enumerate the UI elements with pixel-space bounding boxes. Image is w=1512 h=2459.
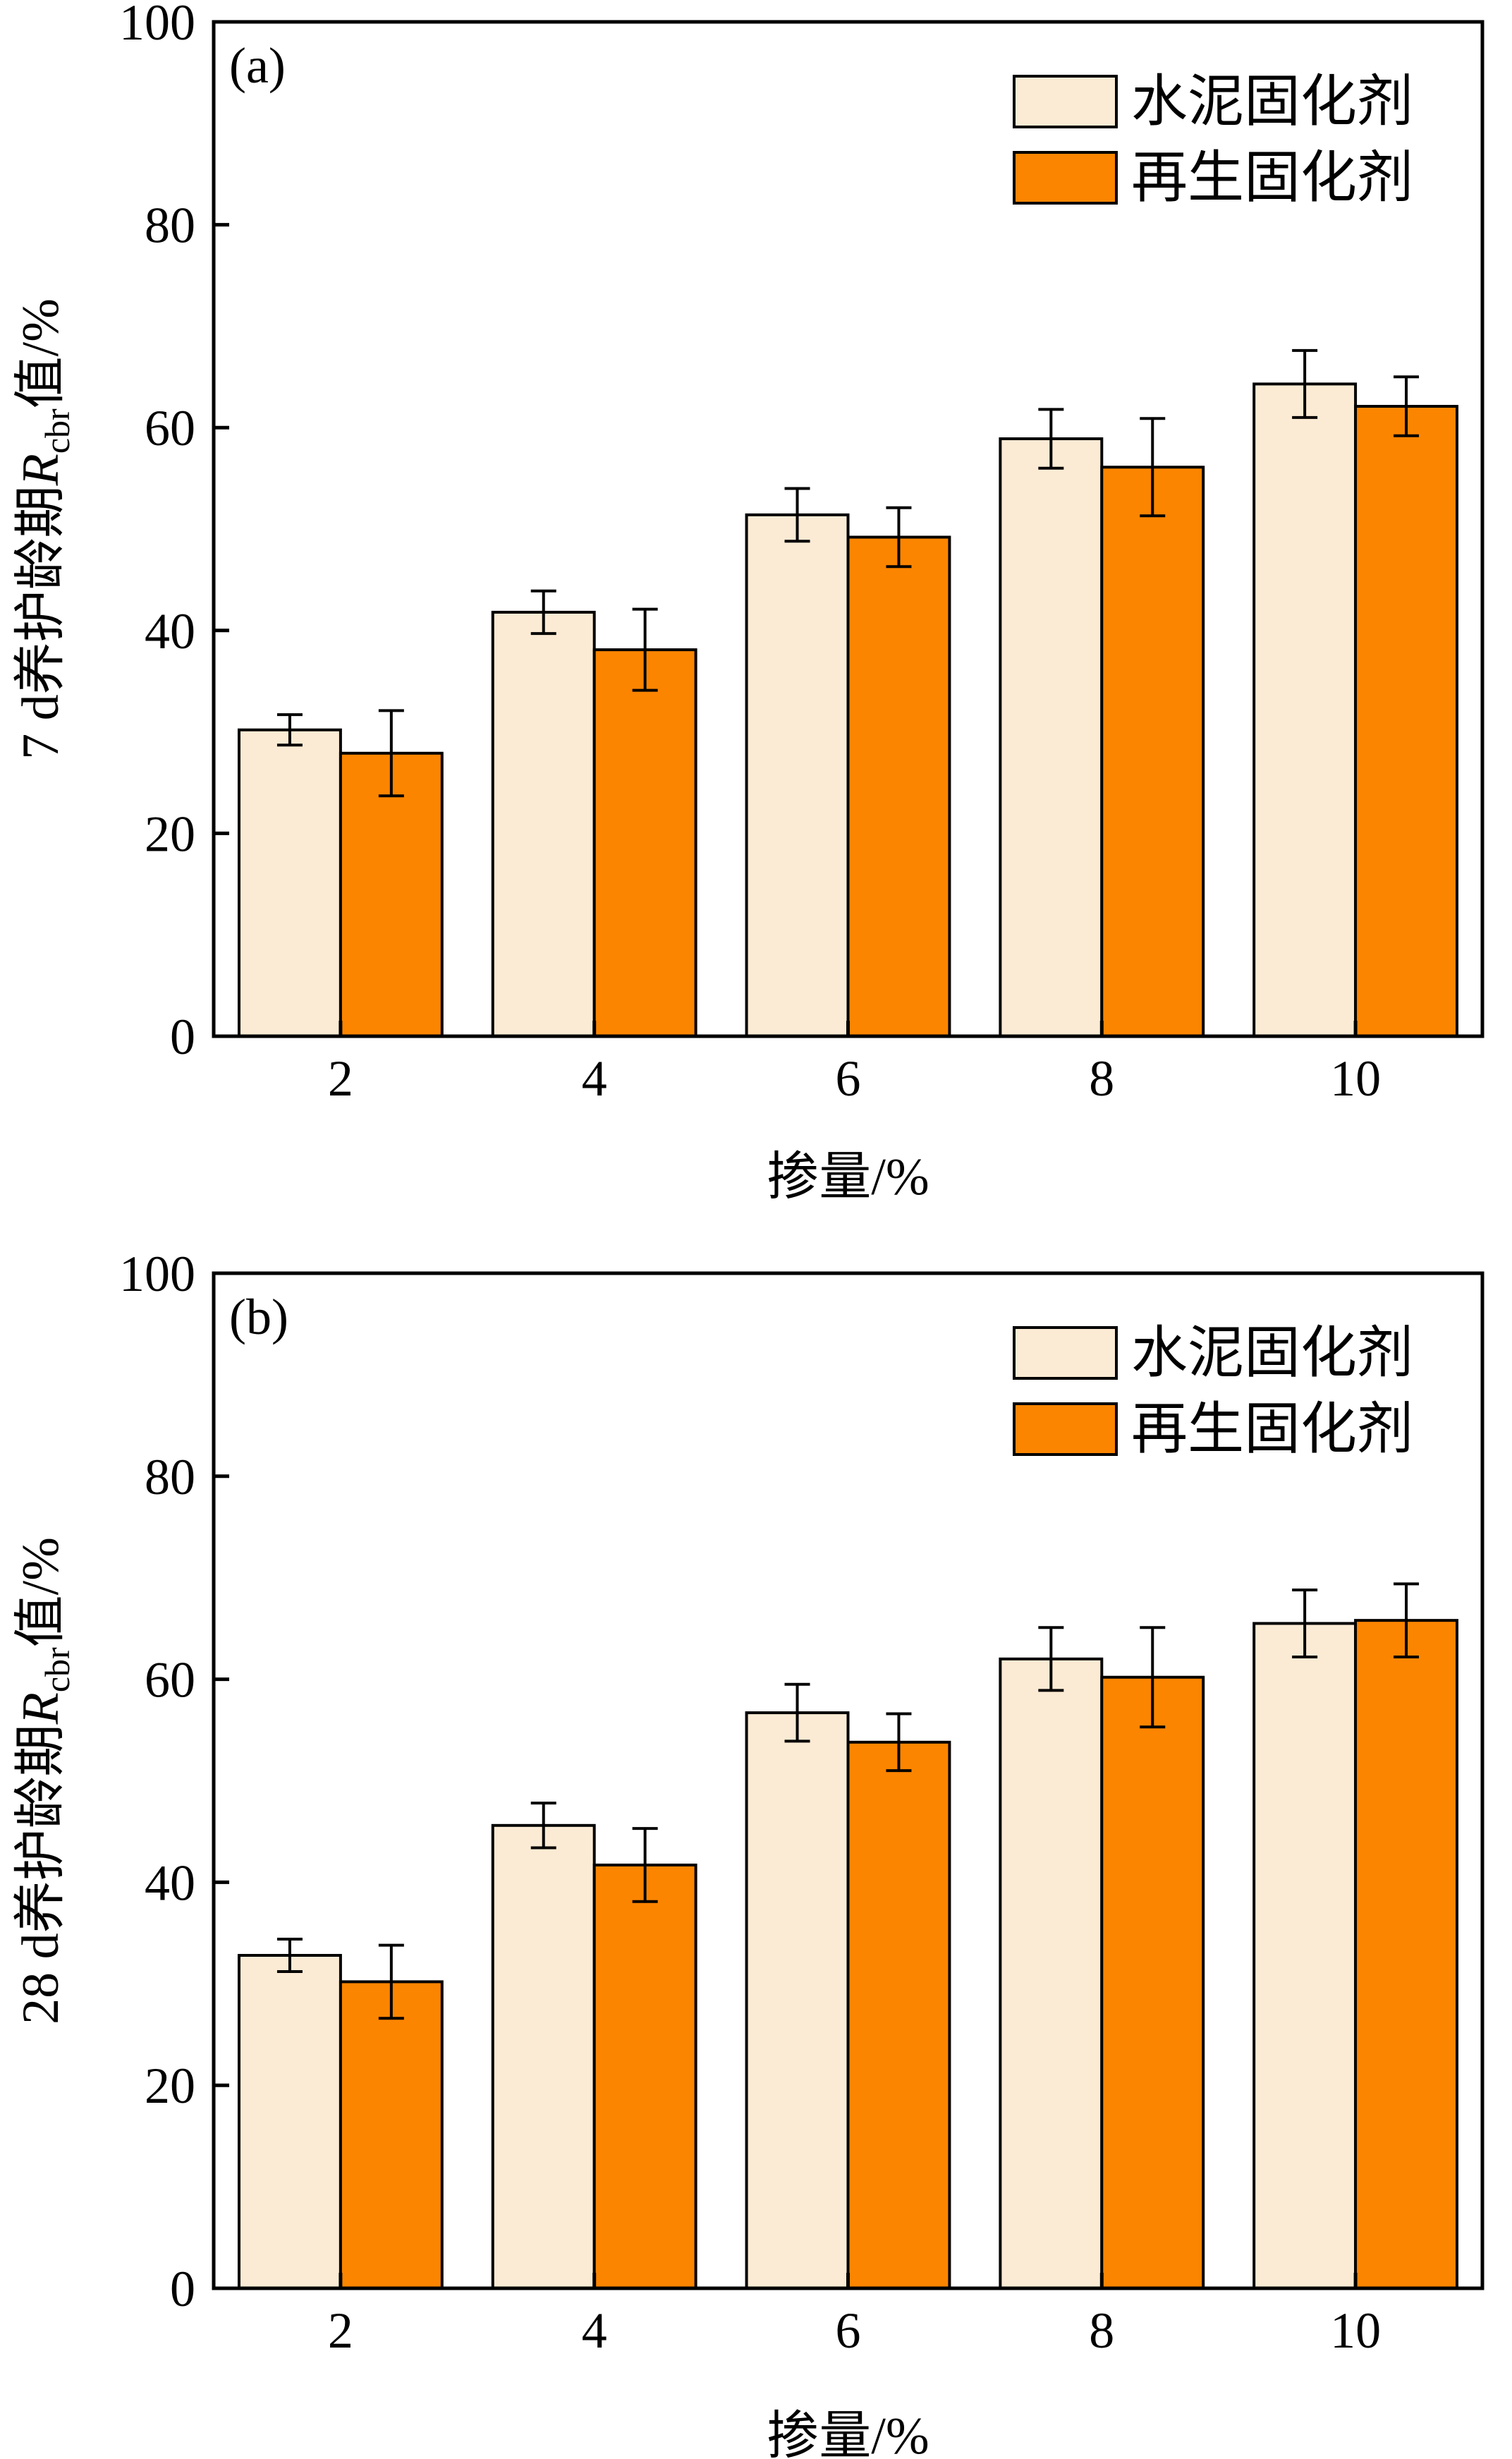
x-tick-label: 4 xyxy=(582,2302,607,2359)
bar-recycled-2 xyxy=(339,751,444,1038)
y-tick-label: 40 xyxy=(145,603,195,660)
x-tick-label: 10 xyxy=(1330,2302,1381,2359)
legend-swatch-recycled xyxy=(1013,1402,1118,1456)
bar-cement-10 xyxy=(1252,382,1358,1038)
bar-cement-8 xyxy=(999,437,1104,1038)
y-axis-title: 7 d养护龄期Rcbr值/% xyxy=(12,298,77,760)
bar-recycled-8 xyxy=(1100,466,1205,1038)
bar-recycled-4 xyxy=(592,1863,697,2290)
y-tick-label: 100 xyxy=(119,0,195,51)
x-tick-label: 8 xyxy=(1089,1050,1114,1107)
bar-recycled-8 xyxy=(1100,1675,1205,2290)
y-tick-label: 60 xyxy=(145,1652,195,1708)
chart-panel-b: 0 20 40 60 80 100 2 4 6 8 10 掺量/% 28 d养护龄期Rcbr值/% (b)… xyxy=(12,1246,1484,2459)
bar-recycled-6 xyxy=(846,1740,951,2290)
x-tick-label: 6 xyxy=(836,1050,861,1107)
x-axis-title: 掺量/% xyxy=(767,2408,929,2459)
bar-cement-10 xyxy=(1252,1622,1358,2290)
bar-cement-6 xyxy=(745,1711,850,2290)
x-tick-label: 8 xyxy=(1089,2302,1114,2359)
y-tick-label: 60 xyxy=(145,400,195,456)
bar-cement-2 xyxy=(237,728,342,1038)
legend-label: 再生固化剂 xyxy=(1131,1399,1413,1461)
y-axis-title-tail: 值/% xyxy=(12,298,70,408)
bar-cement-6 xyxy=(745,513,850,1038)
bar-recycled-4 xyxy=(592,648,697,1038)
bar-recycled-10 xyxy=(1354,405,1459,1038)
y-axis-title-subscript: cbr xyxy=(37,408,77,454)
y-axis-title-subscript: cbr xyxy=(37,1647,77,1692)
x-tick-label: 10 xyxy=(1330,1050,1381,1107)
x-axis-title: 掺量/% xyxy=(767,1148,929,1206)
bar-cement-2 xyxy=(237,1954,342,2290)
legend-swatch-cement xyxy=(1013,75,1118,128)
y-axis-title-symbol: R xyxy=(12,1692,70,1725)
y-tick-label: 80 xyxy=(145,198,195,254)
y-axis-title-main: 7 d养护龄期 xyxy=(12,485,70,760)
y-tick-label: 0 xyxy=(170,1009,195,1065)
bar-cement-4 xyxy=(491,610,596,1038)
x-tick-label: 2 xyxy=(328,2302,353,2359)
panel-label: (b) xyxy=(229,1289,288,1345)
legend-swatch-cement xyxy=(1013,1326,1118,1380)
y-tick-label: 100 xyxy=(119,1246,195,1302)
x-tick-label: 6 xyxy=(836,2302,861,2359)
bar-cement-4 xyxy=(491,1823,596,2290)
y-tick-label: 20 xyxy=(145,2058,195,2114)
y-tick-label: 80 xyxy=(145,1449,195,1505)
x-tick-label: 4 xyxy=(582,1050,607,1107)
chart-panel-a: 0 20 40 60 80 100 2 4 6 8 10 掺量/% 7 d养护龄期Rcbr值/% (a) 水… xyxy=(12,0,1484,1206)
legend-swatch-recycled xyxy=(1013,151,1118,205)
y-axis-title: 28 d养护龄期Rcbr值/% xyxy=(12,1537,77,2024)
panel-label: (a) xyxy=(229,37,286,94)
bar-recycled-10 xyxy=(1354,1619,1459,2290)
legend-label: 水泥固化剂 xyxy=(1131,71,1413,133)
y-tick-label: 20 xyxy=(145,806,195,862)
bar-recycled-6 xyxy=(846,535,951,1038)
bar-cement-8 xyxy=(999,1657,1104,2290)
legend-label: 水泥固化剂 xyxy=(1131,1323,1413,1385)
legend-label: 再生固化剂 xyxy=(1131,147,1413,210)
y-axis-title-symbol: R xyxy=(12,454,70,486)
bar-recycled-2 xyxy=(339,1980,444,2290)
y-tick-label: 0 xyxy=(170,2261,195,2317)
y-axis-title-main: 28 d养护龄期 xyxy=(12,1724,70,2024)
y-tick-label: 40 xyxy=(145,1854,195,1911)
y-axis-title-tail: 值/% xyxy=(12,1537,70,1647)
x-tick-label: 2 xyxy=(328,1050,353,1107)
